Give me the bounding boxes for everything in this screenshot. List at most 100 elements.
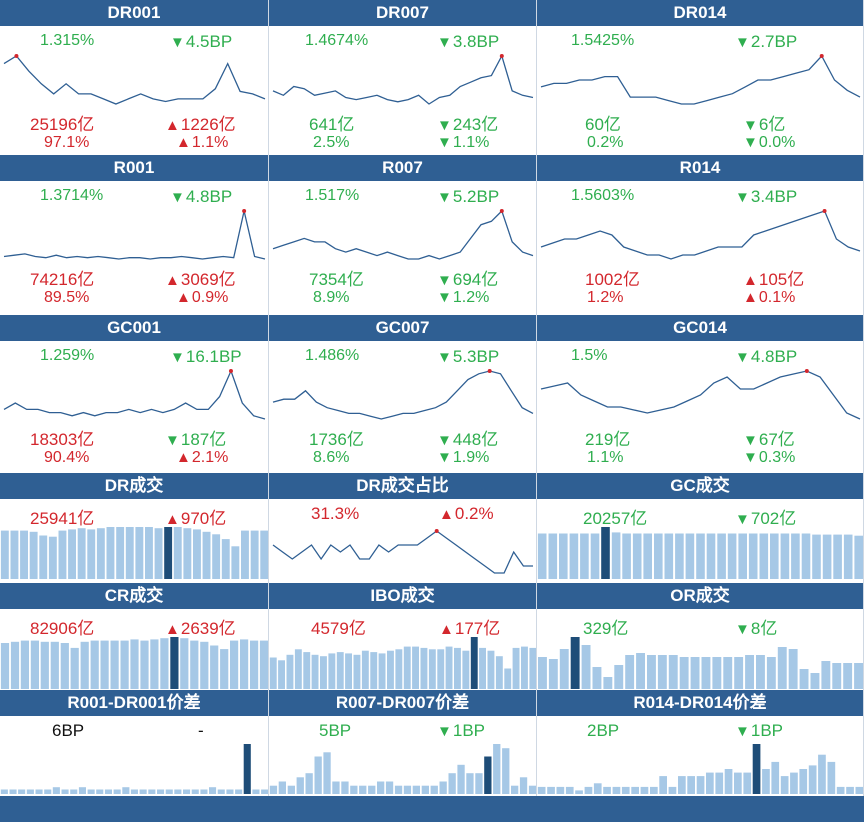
- volume-chart: [269, 744, 536, 794]
- volume-change: ▼243亿: [437, 110, 498, 135]
- bar: [120, 640, 129, 689]
- bar: [403, 646, 411, 689]
- rate-line-chart: [540, 369, 861, 420]
- bar: [359, 785, 367, 794]
- change-text: 1226亿: [180, 115, 236, 134]
- spread-panel-1[interactable]: R001-DR001价差 6BP -: [0, 690, 269, 796]
- triangle-down-icon: ▼: [437, 289, 452, 306]
- volume-change: ▼6亿: [743, 110, 785, 135]
- bar: [30, 640, 39, 689]
- change-text: 1.1%: [191, 134, 229, 151]
- panel-title: DR014: [537, 0, 863, 27]
- change-text: 3.4BP: [750, 187, 798, 206]
- change-text: 5.3BP: [452, 347, 500, 366]
- bar: [723, 657, 733, 689]
- change-text: 5.2BP: [452, 187, 500, 206]
- volume-panel-5[interactable]: IBO成交 4579亿 ▲177亿: [269, 583, 537, 690]
- bar: [448, 773, 456, 794]
- bar: [734, 772, 742, 794]
- bar: [762, 769, 770, 794]
- bar: [745, 655, 754, 689]
- bar: [235, 789, 243, 794]
- change-text: 1BP: [750, 721, 783, 740]
- rate-panel-r007[interactable]: R007 1.517% ▼5.2BP 7354亿 ▼694亿 8.9% ▼1.2…: [269, 155, 537, 315]
- share-change: ▼1.2%: [437, 289, 489, 307]
- bar: [269, 785, 278, 794]
- panel-title: CR成交: [0, 583, 268, 610]
- volume-panel-1[interactable]: DR成交 25941亿 ▲970亿: [0, 473, 269, 583]
- rate-panel-gc014[interactable]: GC014 1.5% ▼4.8BP 219亿 ▼67亿 1.1% ▼0.3%: [537, 315, 864, 473]
- change-text: 0.2%: [454, 504, 494, 523]
- bar: [696, 533, 705, 579]
- bar: [538, 657, 547, 689]
- rate-panel-gc007[interactable]: GC007 1.486% ▼5.3BP 1736亿 ▼448亿 8.6% ▼1.…: [269, 315, 537, 473]
- rate-panel-dr001[interactable]: DR001 1.315% ▼4.5BP 25196亿 ▲1226亿 97.1% …: [0, 0, 269, 155]
- bar: [190, 640, 199, 689]
- bar: [68, 529, 76, 579]
- bar: [521, 646, 528, 689]
- volume-panel-3[interactable]: GC成交 20257亿 ▼702亿: [537, 473, 864, 583]
- peak-point: [822, 209, 827, 213]
- spread-panel-2[interactable]: R007-DR007价差 5BP ▼1BP: [269, 690, 537, 796]
- volume-value: 60亿: [585, 115, 621, 134]
- bar: [529, 647, 536, 689]
- bar: [200, 641, 209, 689]
- bar: [183, 528, 192, 579]
- bar: [846, 786, 854, 794]
- spread-panel-3[interactable]: R014-DR014价差 2BP ▼1BP: [537, 690, 864, 796]
- rate-panel-dr014[interactable]: DR014 1.5425% ▼2.7BP 60亿 ▼6亿 0.2% ▼0.0%: [537, 0, 864, 155]
- bar: [48, 536, 57, 579]
- volume-value: 82906亿: [30, 619, 95, 638]
- rate-panel-r001[interactable]: R001 1.3714% ▼4.8BP 74216亿 ▲3069亿 89.5% …: [0, 155, 269, 315]
- triangle-down-icon: ▼: [170, 34, 185, 51]
- bar: [332, 781, 340, 794]
- bar: [715, 772, 724, 794]
- bar: [511, 785, 519, 794]
- bar: [314, 756, 322, 794]
- bar: [135, 527, 144, 579]
- triangle-down-icon: ▼: [437, 134, 452, 151]
- volume-panel-4[interactable]: CR成交 82906亿 ▲2639亿: [0, 583, 269, 690]
- bar: [420, 647, 428, 689]
- bar: [387, 650, 394, 689]
- triangle-up-icon: ▲: [439, 506, 454, 523]
- bar: [412, 646, 419, 689]
- panel-title: DR成交占比: [269, 473, 536, 500]
- rate-panel-gc001[interactable]: GC001 1.259% ▼16.1BP 18303亿 ▼187亿 90.4% …: [0, 315, 269, 473]
- bar: [766, 657, 776, 689]
- bar: [378, 653, 386, 689]
- triangle-down-icon: ▼: [437, 34, 452, 51]
- bar: [183, 789, 191, 794]
- bar: [636, 653, 645, 689]
- bar: [622, 533, 631, 579]
- panel-title: DR成交: [0, 473, 268, 500]
- peak-point: [499, 54, 504, 58]
- volume-panel-6[interactable]: OR成交 329亿 ▼8亿: [537, 583, 864, 690]
- change-text: 2.7BP: [750, 32, 798, 51]
- bar: [26, 789, 34, 794]
- bar: [643, 533, 652, 579]
- bar: [87, 529, 96, 579]
- bar: [52, 787, 60, 794]
- bar: [50, 641, 59, 689]
- bar: [659, 776, 667, 794]
- bar: [0, 789, 8, 794]
- triangle-down-icon: ▼: [743, 134, 758, 151]
- bar: [827, 761, 836, 794]
- triangle-down-icon: ▼: [437, 723, 452, 740]
- volume-value: 31.3%: [311, 504, 360, 523]
- bar: [240, 639, 249, 689]
- bar: [311, 654, 319, 689]
- share-change: ▲0.1%: [743, 289, 795, 307]
- volume-panel-2[interactable]: DR成交占比 31.3% ▲0.2%: [269, 473, 537, 583]
- bar: [727, 533, 737, 579]
- panel-title: R014: [537, 155, 863, 182]
- bar: [475, 773, 483, 794]
- bar: [717, 533, 726, 579]
- triangle-up-icon: ▲: [743, 272, 758, 289]
- bar-highlight: [484, 756, 492, 794]
- rate-panel-r014[interactable]: R014 1.5603% ▼3.4BP 1002亿 ▲105亿 1.2% ▲0.…: [537, 155, 864, 315]
- rate-panel-dr007[interactable]: DR007 1.4674% ▼3.8BP 641亿 ▼243亿 2.5% ▼1.…: [269, 0, 537, 155]
- bar: [110, 640, 119, 689]
- share-change: ▲0.9%: [176, 289, 228, 307]
